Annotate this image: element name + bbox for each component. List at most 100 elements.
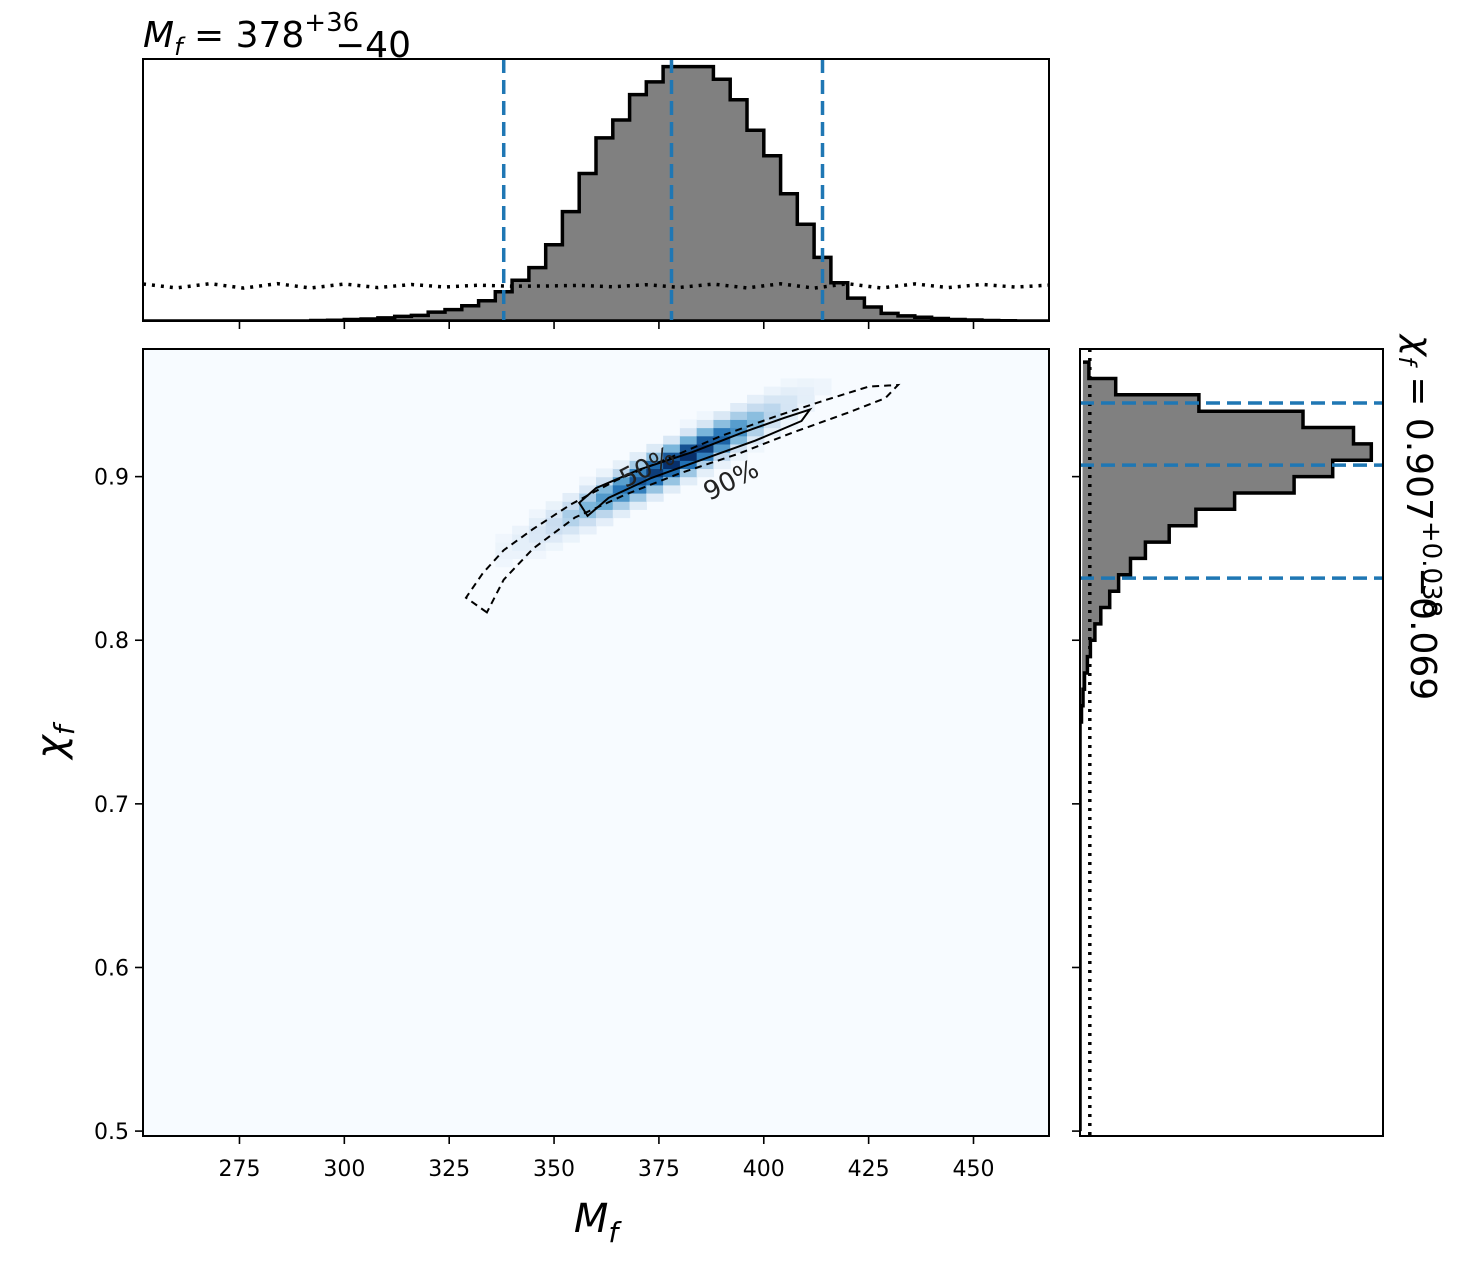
density-cell	[528, 517, 547, 527]
density-cell	[512, 550, 530, 560]
density-cell	[663, 468, 681, 478]
density-cell	[713, 427, 731, 437]
density-cell	[646, 476, 664, 486]
density-cell	[562, 533, 580, 543]
density-cell	[646, 468, 664, 478]
density-cell	[629, 460, 647, 470]
top-marginal-ticks	[238, 321, 975, 329]
x-tick-label: 400	[743, 1157, 785, 1182]
density-cell	[713, 460, 731, 470]
x-axis-label-sub: f	[608, 1216, 622, 1249]
density-cell	[814, 386, 832, 396]
density-cell	[629, 501, 647, 510]
density-cell	[747, 411, 765, 420]
right-title-sup: +0.038	[1416, 521, 1446, 617]
joint-ticks: 275 300 325 350 375 400 425 450 0.5 0.6 0.7 0.8 0.9	[94, 466, 995, 1182]
density-cell	[780, 378, 798, 388]
x-tick-label: 300	[323, 1157, 365, 1182]
density-cell	[730, 419, 748, 429]
density-cell	[562, 517, 580, 527]
density-cell	[562, 501, 580, 510]
y-tick-label: 0.7	[94, 793, 129, 818]
density-cell	[780, 402, 798, 412]
density-cell	[545, 533, 564, 543]
right-title-base: χ	[1398, 333, 1439, 358]
density-cell	[713, 411, 731, 420]
x-tick-label: 275	[218, 1157, 260, 1182]
density-cell	[612, 460, 631, 470]
density-cell	[596, 501, 614, 510]
contour-50-line	[577, 407, 813, 518]
density-cell	[730, 435, 748, 445]
density-cell	[663, 435, 681, 445]
density-cell	[495, 550, 513, 560]
density-cell	[545, 509, 564, 519]
density-cell	[763, 402, 782, 412]
right-marginal-overlays	[1080, 349, 1383, 1136]
density-cell	[663, 476, 681, 486]
density-cell	[596, 492, 614, 502]
density-cell	[797, 394, 815, 404]
density-cell	[579, 492, 597, 502]
density-cell	[747, 443, 765, 453]
density-cell	[747, 394, 765, 404]
x-tick-label: 325	[428, 1157, 470, 1182]
density-cell	[562, 525, 580, 535]
right-histogram-fill	[1080, 362, 1372, 1132]
top-title-sup: +36	[304, 8, 359, 38]
density-cell	[747, 419, 765, 429]
density-cell	[730, 411, 748, 420]
density-cell	[679, 427, 698, 437]
density-cell	[646, 452, 664, 461]
density-cell	[679, 435, 698, 445]
density-cell	[730, 443, 748, 453]
density-cell	[495, 558, 513, 568]
right-marginal-panel: χf = 0.907+0.038 −0.069	[1072, 333, 1446, 1137]
density-cell	[579, 476, 597, 486]
density-cell	[646, 484, 664, 494]
density-cell	[562, 509, 580, 519]
density-cell	[596, 476, 614, 486]
joint-background	[143, 349, 1049, 1136]
density-cell	[679, 419, 698, 429]
density-cell	[545, 525, 564, 535]
density-cell	[646, 492, 664, 502]
density-cell	[679, 443, 698, 453]
top-prior-line	[143, 281, 1049, 290]
density-cell	[596, 509, 614, 519]
density-cell	[663, 443, 681, 453]
density-cell	[696, 452, 715, 461]
density-cell	[495, 533, 513, 543]
density-cell	[545, 501, 564, 510]
top-title-lower: −40	[335, 25, 411, 66]
density-cell	[797, 378, 815, 388]
x-axis-label: Mf	[574, 1196, 623, 1249]
density-cell	[646, 443, 664, 453]
density-cell	[780, 419, 798, 429]
right-marginal-frame	[1079, 348, 1384, 1137]
density-cell	[730, 402, 748, 412]
right-title-lower: −0.069	[1402, 567, 1443, 700]
density-cell	[713, 452, 731, 461]
density-cell	[495, 542, 513, 551]
density-cell	[797, 386, 815, 396]
density-cell	[814, 378, 832, 388]
density-cell	[579, 517, 597, 527]
density-cell	[612, 501, 631, 510]
density-cell	[612, 468, 631, 478]
density-cell	[629, 476, 647, 486]
density-cell	[696, 435, 715, 445]
density-cell	[696, 468, 715, 478]
density-cell	[528, 525, 547, 535]
right-title-value: = 0.907	[1398, 365, 1439, 521]
top-title-base: M	[143, 15, 174, 56]
right-marginal-title: χf = 0.907+0.038	[1393, 333, 1446, 617]
density-cell	[747, 402, 765, 412]
top-marginal-title: Mf = 378+36	[143, 8, 359, 61]
density-cell	[696, 460, 715, 470]
joint-frame	[142, 348, 1050, 1137]
density-cell	[528, 509, 547, 519]
top-title-value: = 378	[183, 15, 305, 56]
top-marginal-overlays	[143, 59, 1049, 321]
y-tick-label: 0.5	[94, 1120, 129, 1145]
